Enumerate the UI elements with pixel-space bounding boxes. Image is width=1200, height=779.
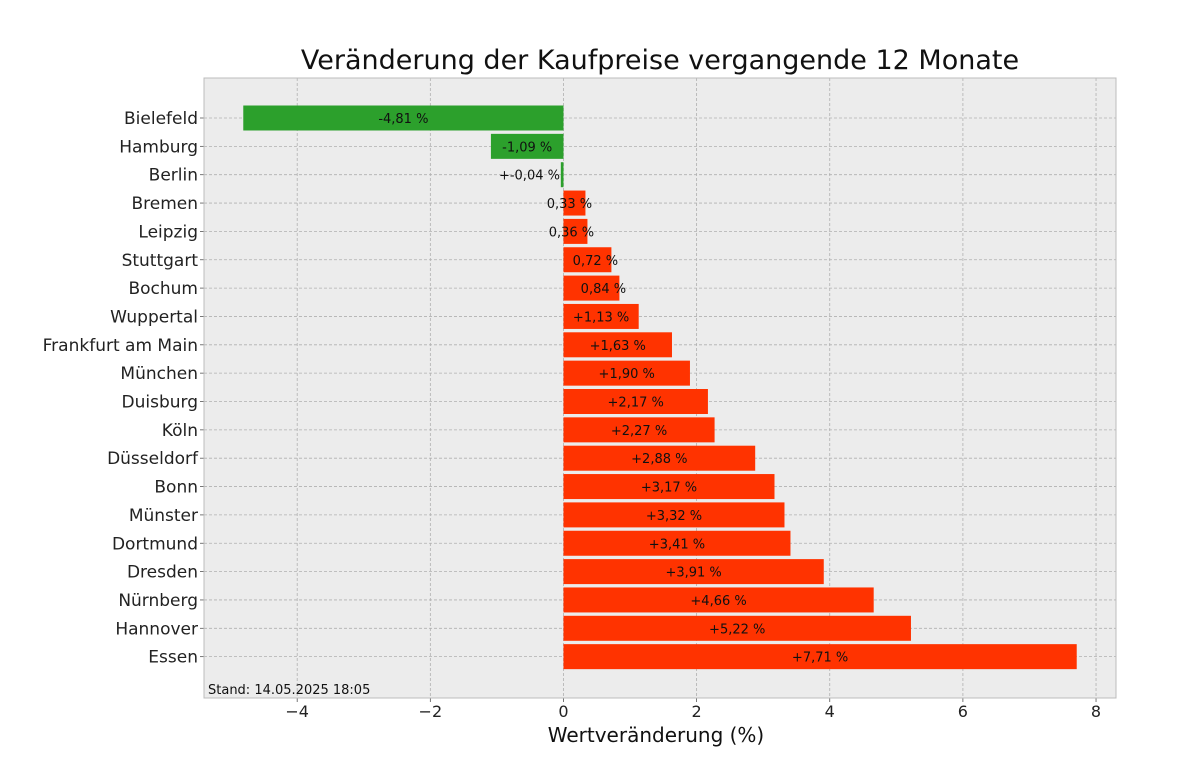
y-tick-label: Wuppertal <box>110 307 198 327</box>
y-tick-label: Bielefeld <box>124 109 198 129</box>
bar <box>563 587 874 613</box>
y-tick-labels: Bielefeld Hamburg Berlin Bremen Leipzig Stutt… <box>43 109 204 668</box>
y-tick-label: Duisburg <box>122 393 199 413</box>
bar <box>563 275 620 301</box>
bar <box>563 559 824 585</box>
value-label: +-0,04 % <box>499 169 560 184</box>
bars <box>243 105 1077 670</box>
y-tick-label: Berlin <box>149 166 198 186</box>
y-tick-label: Bonn <box>154 478 198 498</box>
value-label: +3,41 % <box>649 537 705 552</box>
bar <box>563 389 708 414</box>
x-axis-label: Wertveränderung (%) <box>548 723 765 747</box>
bar <box>563 474 775 500</box>
y-tick-label: Leipzig <box>138 222 198 242</box>
y-tick-label: Nürnberg <box>118 591 198 611</box>
y-tick-label: Bremen <box>131 194 198 214</box>
value-label: +3,17 % <box>641 481 697 496</box>
bar <box>560 162 564 188</box>
bar <box>563 502 785 528</box>
y-tick-label: Düsseldorf <box>107 449 199 469</box>
value-label: 0,84 % <box>581 282 626 297</box>
bar <box>563 332 672 358</box>
x-tick-label: −2 <box>419 702 443 721</box>
bar <box>563 417 715 443</box>
y-tick-label: Stuttgart <box>122 251 199 271</box>
y-tick-label: Münster <box>129 506 198 526</box>
bar <box>563 360 690 386</box>
value-label: +2,27 % <box>611 424 667 439</box>
bar <box>563 303 639 329</box>
bar <box>563 218 588 244</box>
value-label: +3,32 % <box>646 509 702 524</box>
value-label: +3,91 % <box>665 566 721 581</box>
grid-lines <box>204 78 1116 698</box>
value-labels: -4,81 % -1,09 % +-0,04 % 0,33 % 0,36 % 0,72 %… <box>378 112 848 666</box>
y-tick-label: Köln <box>162 421 198 441</box>
plot-frame <box>203 77 1117 699</box>
bar <box>563 530 791 556</box>
y-tick-label: Bochum <box>128 279 198 299</box>
value-label: +2,88 % <box>631 452 687 467</box>
x-tick-label: −4 <box>285 702 309 721</box>
y-tick-label: Frankfurt am Main <box>43 336 198 356</box>
value-label: -4,81 % <box>378 112 428 127</box>
y-tick-label: Dortmund <box>112 534 198 554</box>
x-tick-label: 6 <box>958 702 968 721</box>
bar <box>563 445 756 471</box>
bar <box>490 133 564 159</box>
value-label: +5,22 % <box>709 622 765 637</box>
value-label: 0,33 % <box>547 197 592 212</box>
x-tick-label: 4 <box>825 702 835 721</box>
x-tick-label: 2 <box>692 702 702 721</box>
x-tick-label: 8 <box>1091 702 1101 721</box>
y-tick-label: Essen <box>148 648 198 668</box>
y-tick-label: München <box>120 364 198 384</box>
value-label: 0,36 % <box>549 225 594 240</box>
value-label: +1,90 % <box>599 367 655 382</box>
y-tick-label: Hannover <box>115 619 198 639</box>
y-tick-label: Dresden <box>127 563 198 583</box>
value-label: +1,63 % <box>590 339 646 354</box>
value-label: -1,09 % <box>502 140 552 155</box>
chart-title: Veränderung der Kaufpreise vergangende 1… <box>301 45 1019 76</box>
x-tick-label: 0 <box>558 702 568 721</box>
y-tick-label: Hamburg <box>119 137 198 157</box>
value-label: +7,71 % <box>792 651 848 666</box>
value-label: 0,72 % <box>573 254 618 269</box>
value-label: +2,17 % <box>608 396 664 411</box>
bar <box>243 105 564 131</box>
bar <box>563 615 911 641</box>
bar <box>563 644 1077 670</box>
bar <box>563 247 612 273</box>
timestamp-note: Stand: 14.05.2025 18:05 <box>208 683 370 698</box>
value-label: +4,66 % <box>690 594 746 609</box>
x-tick-labels: −4 −2 0 2 4 6 8 <box>285 698 1101 721</box>
value-label: +1,13 % <box>573 310 629 325</box>
bar <box>563 190 586 216</box>
